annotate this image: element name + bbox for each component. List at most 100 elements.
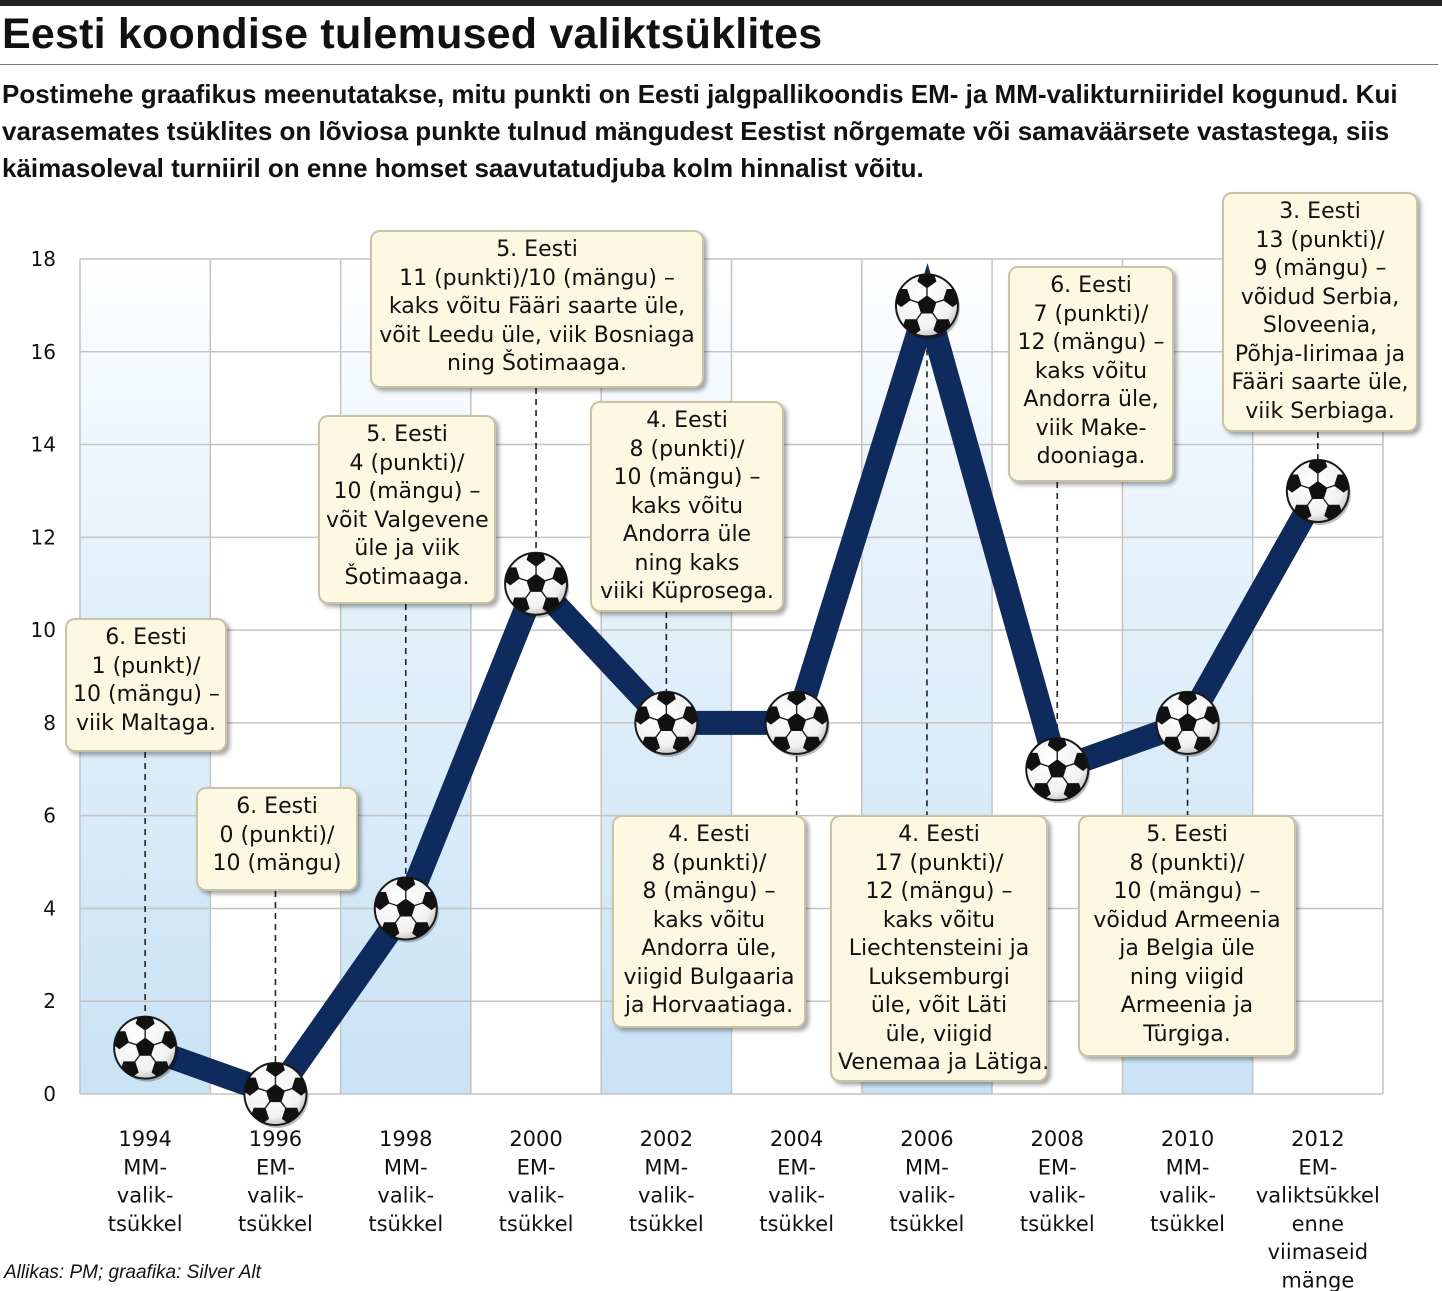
y-tick-label: 4 (43, 896, 56, 920)
annotation-line: 6. Eesti (1050, 273, 1132, 298)
annotation-line: 10 (mängu) – (73, 682, 220, 707)
annotation-line: 1 (punkt)/ (91, 653, 201, 679)
data-point-ball (113, 1015, 179, 1082)
y-tick-label: 0 (43, 1082, 56, 1106)
x-tick-label: 2004 EM-valik-tsükkel (759, 1127, 834, 1236)
data-point-ball (894, 273, 960, 340)
annotation-line: ning viigid (1129, 964, 1245, 990)
annotation-line: ning Šotimaaga. (447, 351, 627, 376)
data-point-ball (243, 1062, 309, 1128)
annotation-line: viigid Bulgaaria (623, 964, 795, 990)
annotation-line: Venemaa ja Lätiga. (838, 1050, 1050, 1075)
annotation-line: 5. Eesti (496, 237, 578, 262)
annotation-line: kaks võitu (882, 907, 996, 933)
data-point-ball (504, 551, 570, 618)
annotation-line: kaks võitu (652, 907, 766, 933)
annotation-line: kaks võitu (1034, 358, 1148, 384)
data-point-ball (634, 690, 700, 757)
source-note: Allikas: PM; graafika: Silver Alt (4, 1262, 261, 1283)
annotation-line: 11 (punkti)/10 (mängu) – (399, 265, 675, 291)
annotation-line: 0 (punkti)/ (219, 822, 335, 848)
annotation-line: võidud Armeenia (1093, 907, 1281, 933)
annotation-line: 10 (mängu) – (613, 465, 761, 490)
annotation-line: 8 (punkti)/ (1129, 850, 1245, 876)
series-line (141, 263, 1329, 1109)
annotation-line: Luksemburgi (868, 964, 1010, 990)
annotation-line: 4. Eesti (668, 822, 750, 847)
annotation-line: viik Maltaga. (75, 710, 217, 736)
annotation-line: 3. Eesti (1279, 199, 1361, 224)
annotation-line: 10 (mängu) – (333, 479, 481, 504)
annotation-line: 17 (punkti)/ (874, 850, 1004, 876)
annotation-line: 4. Eesti (898, 822, 980, 847)
x-tick-label: 1996 EM-valik-tsükkel (238, 1127, 313, 1236)
annotation-callout: 4. Eesti 17 (punkti)/ 12 (mängu) – kaks või… (830, 815, 1050, 1082)
annotation-line: võit Leedu üle, viik Bosniaga (379, 322, 695, 348)
annotation-line: Andorra üle, (1023, 387, 1159, 412)
annotation-callout: 6. Eesti 1 (punkt)/ 10 (mängu) – viik Malta… (65, 618, 227, 752)
y-tick-label: 14 (31, 433, 56, 457)
x-tick-label: 1994 MM-valik-tsükkel (108, 1127, 183, 1236)
annotation-line: ja Horvaatiaga. (624, 993, 794, 1018)
x-tick-label: 2002 MM-valik-tsükkel (629, 1127, 704, 1236)
annotation-line: kaks võitu Fääri saarte üle, (388, 294, 686, 319)
annotation-line: 5. Eesti (1146, 822, 1228, 847)
annotation-line: Põhja-Iirimaa ja (1234, 341, 1406, 367)
annotation-line: Türgiga. (1143, 1021, 1231, 1047)
x-tick-label: 2000 EM-valik-tsükkel (499, 1127, 574, 1236)
annotation-line: võit Valgevene (326, 507, 489, 533)
annotation-callout: 6. Eesti 0 (punkti)/ 10 (mängu) (196, 787, 358, 891)
y-tick-label: 10 (31, 618, 56, 642)
y-tick-label: 16 (31, 340, 56, 364)
annotation-line: viik Make- (1035, 415, 1147, 441)
annotation-line: 4. Eesti (646, 408, 728, 433)
annotation-line: Andorra üle (622, 522, 752, 547)
annotation-line: 8 (mängu) – (642, 879, 776, 904)
annotation-callout: 5. Eesti 4 (punkti)/ 10 (mängu) – võit Valg… (318, 415, 496, 604)
x-tick-label: 2012 EM-valiktsükkel enne viimaseid mänge (1256, 1127, 1380, 1291)
data-point-ball (764, 690, 830, 757)
x-tick-label: 2010 MM-valik-tsükkel (1150, 1127, 1225, 1236)
annotation-line: viiki Küprosega. (600, 579, 774, 604)
y-tick-label: 18 (31, 247, 56, 271)
chart-subtitle: Postimehe graafikus meenutatakse, mitu p… (2, 79, 1398, 183)
y-tick-label: 12 (31, 525, 56, 549)
annotation-line: kaks võitu (630, 493, 744, 519)
x-tick-label: 2008 EM-valik-tsükkel (1020, 1127, 1095, 1236)
annotation-line: 6. Eesti (105, 625, 187, 650)
annotation-line: 10 (mängu) (212, 851, 342, 876)
annotation-line: 4 (punkti)/ (349, 450, 465, 476)
annotation-line: viik Serbiaga. (1245, 398, 1395, 424)
annotation-line: 13 (punkti)/ (1255, 227, 1385, 253)
x-tick-label: 2006 MM-valik-tsükkel (890, 1127, 965, 1236)
annotation-callout: 3. Eesti 13 (punkti)/ 9 (mängu) – võidud Se… (1222, 192, 1418, 432)
annotation-line: 8 (punkti)/ (629, 436, 745, 462)
annotation-line: Liechtensteini ja (848, 936, 1030, 961)
annotation-line: 6. Eesti (236, 794, 318, 819)
annotation-line: 12 (mängu) – (865, 879, 1013, 904)
annotation-callout: 4. Eesti 8 (punkti)/ 10 (mängu) – kaks võit… (590, 401, 784, 612)
annotation-line: 10 (mängu) – (1113, 879, 1261, 904)
annotation-line: Sloveenia, (1262, 313, 1378, 338)
data-point-ball (1285, 458, 1351, 525)
title-divider (0, 64, 1438, 65)
annotation-line: ja Belgia üle (1119, 936, 1255, 961)
data-point-ball (373, 876, 439, 943)
top-rule (0, 0, 1442, 6)
annotation-line: dooniaga. (1036, 444, 1146, 469)
annotation-callout: 4. Eesti 8 (punkti)/ 8 (mängu) – kaks võitu… (612, 815, 806, 1028)
annotation-line: võidud Serbia, (1240, 284, 1400, 310)
annotation-line: üle, võit Läti (870, 993, 1008, 1018)
annotation-callout: 5. Eesti 8 (punkti)/ 10 (mängu) – võidud Ar… (1078, 815, 1296, 1057)
y-tick-label: 2 (43, 989, 56, 1013)
annotation-callout: 5. Eesti 11 (punkti)/10 (mängu) – kaks või… (370, 230, 704, 388)
annotation-line: üle, viigid (885, 1021, 993, 1047)
y-tick-label: 6 (43, 804, 56, 828)
x-tick-label: 1998 MM-valik-tsükkel (368, 1127, 443, 1236)
annotation-callout: 6. Eesti 7 (punkti)/ 12 (mängu) – kaks võit… (1008, 266, 1174, 482)
annotation-line: Šotimaaga. (344, 564, 470, 590)
y-tick-label: 8 (43, 711, 56, 735)
annotation-line: 12 (mängu) – (1017, 330, 1165, 355)
annotation-line: Armeenia ja (1120, 993, 1254, 1018)
annotation-line: Fääri saarte üle, (1231, 370, 1409, 395)
